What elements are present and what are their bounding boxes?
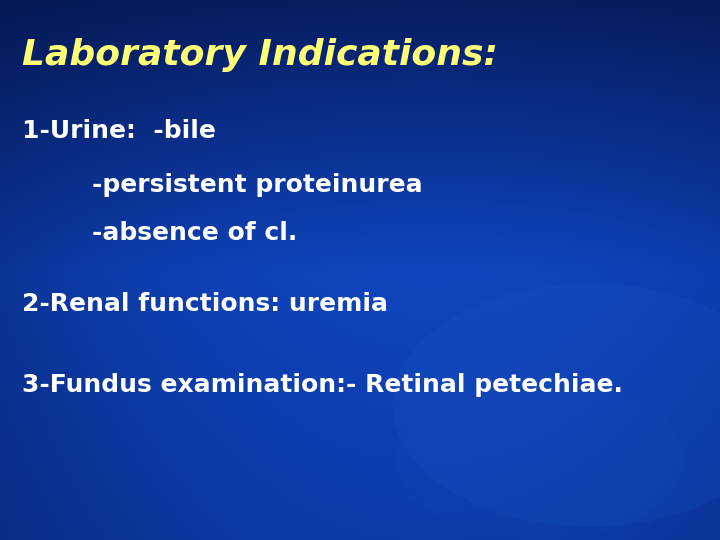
Ellipse shape (392, 284, 720, 526)
Text: 3-Fundus examination:- Retinal petechiae.: 3-Fundus examination:- Retinal petechiae… (22, 373, 623, 396)
Ellipse shape (396, 378, 684, 540)
Text: Laboratory Indications:: Laboratory Indications: (22, 38, 498, 72)
Text: -persistent proteinurea: -persistent proteinurea (22, 173, 422, 197)
Text: -absence of cl.: -absence of cl. (22, 221, 297, 245)
Text: 1-Urine:  -bile: 1-Urine: -bile (22, 119, 215, 143)
Text: 2-Renal functions: uremia: 2-Renal functions: uremia (22, 292, 387, 315)
